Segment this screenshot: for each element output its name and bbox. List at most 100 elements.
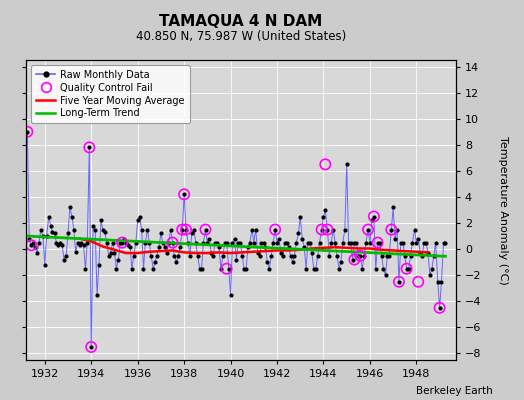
Point [269,240,277,246]
Point [248,226,256,233]
Point [132,240,140,246]
Point [308,250,316,256]
Point [68,213,76,220]
Point [184,240,192,246]
Point [162,250,171,256]
Point [252,226,260,233]
Point [85,144,94,150]
Point [402,266,411,272]
Point [223,266,231,272]
Point [425,272,434,278]
Point [190,226,198,233]
Point [374,240,382,246]
Point [33,250,41,256]
Point [225,266,233,272]
Point [344,240,353,246]
Point [387,226,396,233]
Point [71,248,80,255]
Point [97,217,105,224]
Point [306,240,314,246]
Point [73,240,82,246]
Point [213,240,221,246]
Point [389,204,397,210]
Point [62,252,70,259]
Point [356,252,364,259]
Point [410,226,419,233]
Point [282,240,291,246]
Point [280,240,289,246]
Point [273,240,281,246]
Point [104,252,113,259]
Point [75,242,84,248]
Text: TAMAQUA 4 N DAM: TAMAQUA 4 N DAM [159,14,323,29]
Point [323,226,332,233]
Point [377,252,386,259]
Point [408,240,417,246]
Point [182,226,190,233]
Point [116,240,125,246]
Point [99,226,107,233]
Point [333,252,341,259]
Point [87,344,95,350]
Point [91,226,100,233]
Point [153,252,161,259]
Point [129,252,138,259]
Point [414,278,422,285]
Point [370,213,378,220]
Point [374,240,382,246]
Point [302,266,310,272]
Point [277,250,285,256]
Point [261,243,270,250]
Point [259,240,268,246]
Point [400,252,409,259]
Point [77,240,85,246]
Point [368,217,376,224]
Point [352,240,361,246]
Point [58,242,67,248]
Point [433,278,442,285]
Point [304,240,312,246]
Point [350,240,358,246]
Point [292,240,300,246]
Y-axis label: Temperature Anomaly (°C): Temperature Anomaly (°C) [498,136,508,284]
Point [331,240,340,246]
Point [161,243,169,250]
Point [54,242,62,248]
Point [341,226,349,233]
Point [435,305,444,311]
Point [288,259,297,265]
Point [315,240,324,246]
Point [431,240,440,246]
Point [366,240,374,246]
Point [201,226,210,233]
Point [122,240,130,246]
Point [159,240,167,246]
Point [383,252,391,259]
Point [310,266,318,272]
Point [321,207,330,213]
Point [124,242,132,248]
Point [209,252,217,259]
Point [313,252,322,259]
Point [285,243,293,250]
Point [327,240,335,246]
Point [226,292,235,298]
Point [257,240,266,246]
Point [242,266,250,272]
Point [335,266,343,272]
Point [176,243,184,250]
Point [246,240,254,246]
Point [385,252,394,259]
Point [231,236,239,242]
Point [172,259,181,265]
Point [300,243,309,250]
Point [405,266,413,272]
Point [143,226,151,233]
Point [221,240,229,246]
Point [211,240,219,246]
Point [319,213,328,220]
Point [93,292,101,298]
Point [27,242,36,248]
Point [31,243,39,250]
Point [56,240,64,246]
